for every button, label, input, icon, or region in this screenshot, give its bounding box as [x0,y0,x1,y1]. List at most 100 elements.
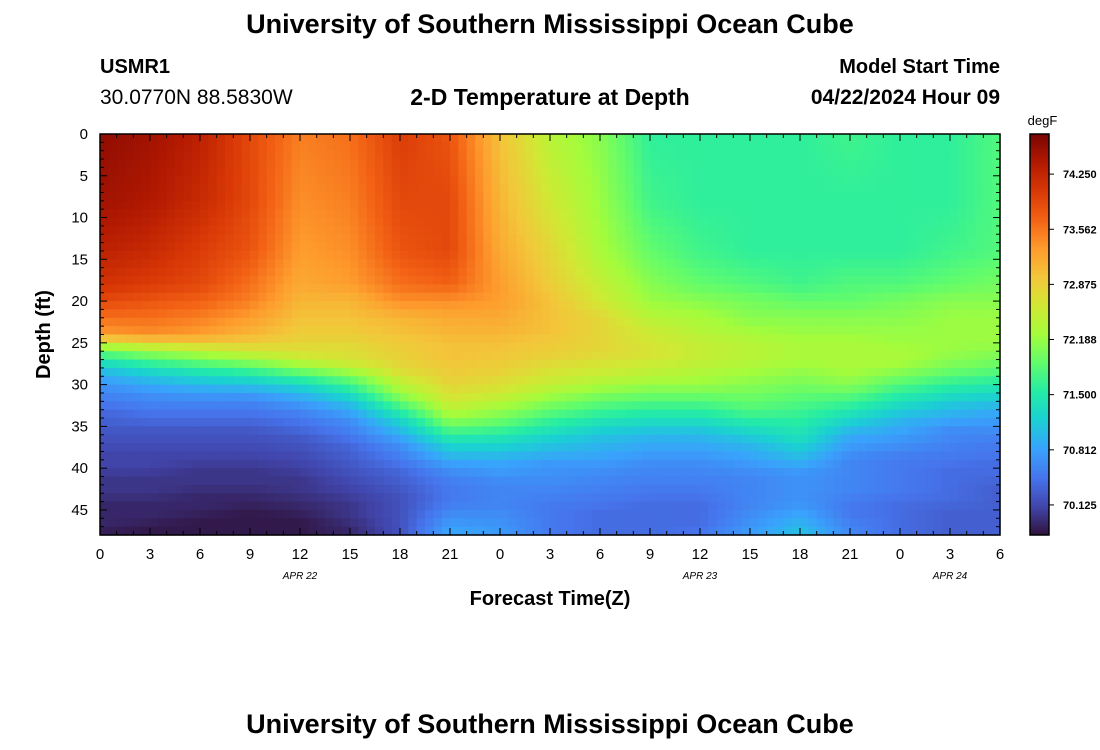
heatmap-cell [316,443,326,453]
heatmap-cell [500,200,509,210]
heatmap-cell [958,418,968,427]
heatmap-cell [700,284,709,294]
heatmap-cell [100,401,109,411]
heatmap-cell [433,509,443,519]
heatmap-cell [225,317,234,327]
heatmap-cell [766,443,776,453]
heatmap-cell [633,309,643,319]
heatmap-cell [141,259,151,269]
heatmap-cell [716,175,726,185]
heatmap-cell [366,367,376,377]
heatmap-cell [216,326,226,336]
heatmap-cell [716,426,726,436]
heatmap-cell [175,134,184,143]
heatmap-cell [208,167,218,177]
heatmap-cell [458,225,468,235]
heatmap-cell [975,200,984,210]
heatmap-cell [783,334,793,344]
heatmap-cell [425,342,434,352]
heatmap-cell [433,409,443,419]
heatmap-cell [650,167,659,177]
heatmap-cell [958,426,968,436]
heatmap-cell [433,250,443,260]
heatmap-cell [766,317,776,327]
heatmap-cell [525,367,534,377]
heatmap-cell [300,309,309,319]
heatmap-cell [100,426,109,436]
heatmap-cell [308,443,318,453]
heatmap-cell [450,309,459,319]
heatmap-cell [308,476,318,486]
heatmap-cell [816,509,826,519]
heatmap-cell [858,267,868,277]
heatmap-cell [400,384,409,394]
heatmap-cell [616,184,626,194]
heatmap-cell [400,142,409,152]
heatmap-cell [891,342,901,352]
heatmap-cell [700,359,709,369]
heatmap-cell [433,468,443,478]
heatmap-cell [258,384,268,394]
heatmap-cell [166,326,176,336]
heatmap-cell [366,334,376,344]
heatmap-cell [766,200,776,210]
heatmap-cell [683,317,693,327]
heatmap-cell [408,509,418,519]
heatmap-cell [150,234,159,244]
heatmap-cell [233,459,243,469]
heatmap-cell [875,192,884,202]
heatmap-cell [391,409,401,419]
heatmap-cell [866,459,876,469]
heatmap-cell [808,434,818,444]
heatmap-cell [525,326,534,336]
heatmap-cell [800,200,809,210]
heatmap-cell [325,192,334,202]
heatmap-cell [425,401,434,411]
heatmap-cell [466,242,476,252]
heatmap-cell [491,434,501,444]
heatmap-cell [391,242,401,252]
heatmap-cell [141,209,151,219]
heatmap-cell [541,476,551,486]
heatmap-cell [508,451,518,461]
heatmap-cell [250,501,259,511]
heatmap-cell [650,384,659,394]
heatmap-cell [466,250,476,260]
heatmap-cell [966,192,976,202]
heatmap-cell [466,200,476,210]
heatmap-cell [775,334,784,344]
heatmap-cell [541,242,551,252]
heatmap-cell [108,509,118,519]
heatmap-cell [141,200,151,210]
heatmap-cell [483,209,493,219]
heatmap-cell [916,334,926,344]
heatmap-cell [308,134,318,143]
heatmap-cell [450,342,459,352]
heatmap-cell [641,234,651,244]
heatmap-cell [858,167,868,177]
heatmap-cell [333,326,343,336]
heatmap-cell [991,225,1001,235]
heatmap-cell [316,376,326,386]
heatmap-cell [566,167,576,177]
heatmap-cell [600,359,609,369]
heatmap-cell [558,418,568,427]
heatmap-cell [750,267,759,277]
heatmap-cell [750,276,759,285]
heatmap-cell [966,209,976,219]
heatmap-cell [483,434,493,444]
heatmap-cell [350,317,359,327]
heatmap-cell [933,476,943,486]
heatmap-cell [208,292,218,302]
heatmap-cell [325,418,334,427]
heatmap-cell [516,384,526,394]
heatmap-cell [216,509,226,519]
heatmap-cell [733,175,743,185]
heatmap-cell [316,418,326,427]
heatmap-cell [658,175,668,185]
heatmap-cell [875,443,884,453]
heatmap-cell [491,209,501,219]
heatmap-cell [658,468,668,478]
heatmap-cell [975,476,984,486]
heatmap-cell [458,434,468,444]
